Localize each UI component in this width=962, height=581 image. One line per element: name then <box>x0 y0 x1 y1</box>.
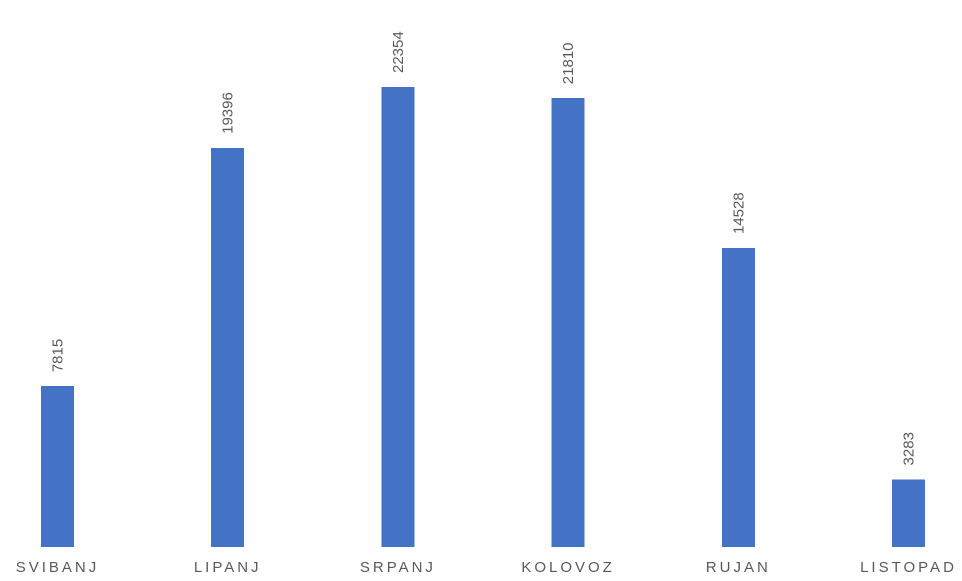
bar-svibanj <box>41 386 74 547</box>
data-label-listopad: 3283 <box>901 432 918 465</box>
category-label-kolovoz: KOLOVOZ <box>521 559 615 576</box>
bar-lipanj <box>211 147 245 547</box>
data-labels-group: 7815 19396 22354 21810 14528 3283 <box>50 31 918 465</box>
category-label-lipanj: LIPANJ <box>194 559 262 576</box>
data-label-kolovoz: 21810 <box>560 42 577 84</box>
category-labels-group: SVIBANJ LIPANJ SRPANJ KOLOVOZ RUJAN LISTOPAD <box>16 559 957 576</box>
category-label-listopad: LISTOPAD <box>860 559 957 576</box>
category-label-svibanj: SVIBANJ <box>16 559 100 576</box>
bar-listopad <box>892 479 925 547</box>
data-label-lipanj: 19396 <box>220 92 237 134</box>
bar-rujan <box>721 248 755 547</box>
bar-kolovoz <box>551 98 585 547</box>
data-label-svibanj: 7815 <box>50 339 67 372</box>
category-label-rujan: RUJAN <box>706 559 771 576</box>
data-label-rujan: 14528 <box>730 192 747 234</box>
data-label-srpanj: 22354 <box>390 31 407 73</box>
bars-group <box>41 87 925 547</box>
bar-srpanj <box>381 87 415 547</box>
category-label-srpanj: SRPANJ <box>360 559 436 576</box>
